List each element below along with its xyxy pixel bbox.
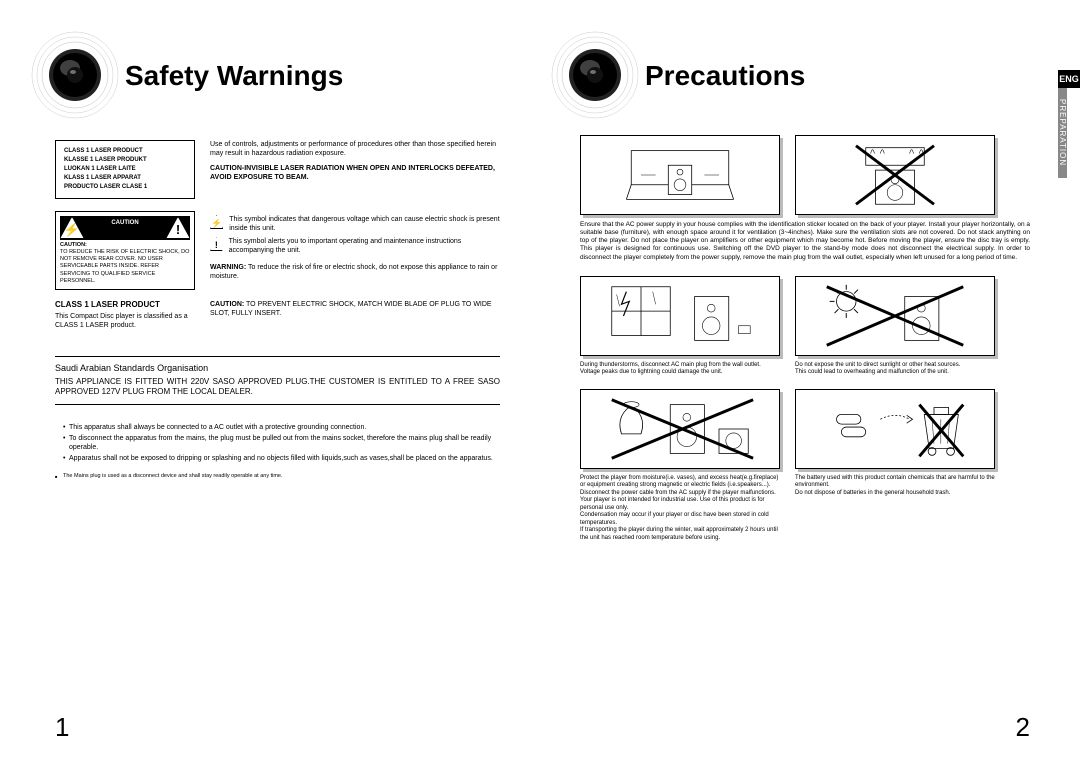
page-number: 2 <box>1016 712 1030 743</box>
caption-thunderstorm: During thunderstorms, disconnect AC main… <box>580 362 780 377</box>
content-right: Ensure that the AC power supply in your … <box>580 135 1030 554</box>
page-right: Precautions ENG PREPARATION <box>540 0 1080 763</box>
saso-title: Saudi Arabian Standards Organisation <box>55 363 500 373</box>
voltage-triangle-icon: ⚡ <box>210 215 223 229</box>
illustration-placement <box>580 135 780 215</box>
laser-line: KLASS 1 LASER APPARAT <box>64 174 186 183</box>
side-tab: ENG PREPARATION <box>1058 70 1080 178</box>
symbol1-text: This symbol indicates that dangerous vol… <box>229 215 500 233</box>
saso-section: Saudi Arabian Standards Organisation THI… <box>55 356 500 405</box>
saso-text: THIS APPLIANCE IS FITTED WITH 220V SASO … <box>55 377 500 398</box>
illustration-moisture <box>580 389 780 469</box>
use-of-controls-text: Use of controls, adjustments or performa… <box>210 140 500 158</box>
bullet-list: This apparatus shall always be connected… <box>55 423 500 463</box>
content-left: CLASS 1 LASER PRODUCT KLASSE 1 LASER PRO… <box>55 140 500 479</box>
caution-header: CAUTION <box>101 218 148 228</box>
bullet-item: Apparatus shall not be exposed to drippi… <box>63 454 500 463</box>
lang-tab: ENG <box>1058 70 1080 88</box>
caption-moisture: Protect the player from moisture(i.e. va… <box>580 475 780 543</box>
illustration-no-sunlight <box>795 276 995 356</box>
page-number: 1 <box>55 712 69 743</box>
illustration-battery-disposal <box>795 389 995 469</box>
caption-battery: The battery used with this product conta… <box>795 475 995 543</box>
caution-sub: RISK OF ELECTRIC SHOCK DO NOT OPEN <box>84 228 165 233</box>
caption-sunlight: Do not expose the unit to direct sunligh… <box>795 362 995 377</box>
long-caption: Ensure that the AC power supply in your … <box>580 221 1030 262</box>
page-title: Precautions <box>645 60 805 92</box>
caution-box-text: TO REDUCE THE RISK OF ELECTRIC SHOCK, DO… <box>60 249 190 285</box>
symbol2-text: This symbol alerts you to important oper… <box>229 237 500 255</box>
bullet-item: To disconnect the apparatus from the mai… <box>63 434 500 452</box>
caution-invisible-text: CAUTION-INVISIBLE LASER RADIATION WHEN O… <box>210 164 500 182</box>
laser-line: LUOKAN 1 LASER LAITE <box>64 165 186 174</box>
illustration-thunderstorm <box>580 276 780 356</box>
laser-class-box: CLASS 1 LASER PRODUCT KLASSE 1 LASER PRO… <box>55 140 195 199</box>
caution-plug-text: TO PREVENT ELECTRIC SHOCK, MATCH WIDE BL… <box>210 301 492 317</box>
laser-line: CLASS 1 LASER PRODUCT <box>64 147 186 156</box>
warning-text: To reduce the risk of fire or electric s… <box>210 264 497 280</box>
caution-plug-label: CAUTION: <box>210 301 244 308</box>
speaker-logo-icon <box>550 30 640 120</box>
section-tab: PREPARATION <box>1058 88 1067 178</box>
fine-print: The Mains plug is used as a disconnect d… <box>55 473 500 479</box>
laser-line: PRODUCTO LASER CLASE 1 <box>64 183 186 192</box>
class1-title: CLASS 1 LASER PRODUCT <box>55 300 195 309</box>
caution-box: ⚡ CAUTION RISK OF ELECTRIC SHOCK DO NOT … <box>55 211 195 290</box>
caution-label: CAUTION: <box>60 242 87 248</box>
page-title: Safety Warnings <box>125 60 343 92</box>
page-left: Safety Warnings CLASS 1 LASER PRODUCT KL… <box>0 0 540 763</box>
class1-text: This Compact Disc player is classified a… <box>55 312 195 330</box>
speaker-logo-icon <box>30 30 120 120</box>
bullet-item: This apparatus shall always be connected… <box>63 423 500 432</box>
warning-triangle-icon: ! <box>210 237 223 251</box>
illustration-no-stack <box>795 135 995 215</box>
laser-line: KLASSE 1 LASER PRODUKT <box>64 156 186 165</box>
warning-label: WARNING: <box>210 264 246 271</box>
